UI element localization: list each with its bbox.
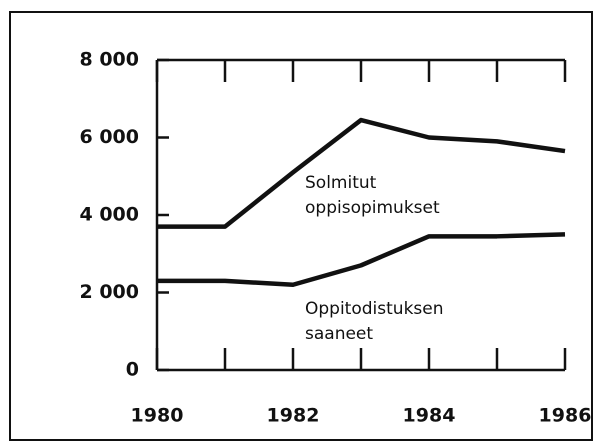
y-tick-label: 4 000 (80, 204, 140, 226)
y-tick-label: 6 000 (80, 126, 140, 148)
x-tick-label: 1980 (131, 405, 184, 427)
x-tick-label: 1986 (539, 405, 592, 427)
y-tick-label: 0 (126, 359, 139, 381)
series-line (157, 232, 566, 287)
series-label: Solmitut oppisopimukset (305, 173, 440, 218)
frame (9, 11, 593, 441)
y-tick-label: 2 000 (80, 281, 140, 303)
series-line (157, 117, 566, 229)
x-tick-label: 1982 (267, 405, 320, 427)
y-tick-label: 8 000 (80, 49, 140, 71)
x-tick-label: 1984 (403, 405, 456, 427)
series-label: Oppitodistuksen saaneet (305, 299, 444, 344)
